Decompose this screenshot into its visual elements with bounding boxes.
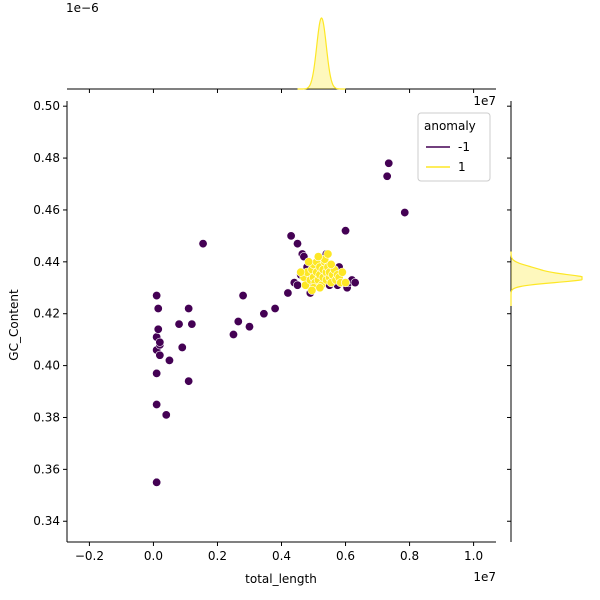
x-tick-label: 0.6 [336, 549, 355, 563]
scatter-point-anomaly [152, 400, 162, 410]
y-tick-label: 0.50 [33, 99, 60, 113]
right-marginal-plot [507, 101, 583, 542]
scatter-point-normal [304, 257, 314, 267]
scatter-point-anomaly [244, 322, 254, 332]
legend: anomaly -1 1 [417, 112, 491, 182]
scatter-point-anomaly [161, 410, 171, 420]
scatter-point-anomaly [155, 337, 165, 347]
scatter-point-anomaly [153, 304, 163, 314]
y-tick-label: 0.42 [33, 307, 60, 321]
scatter-point-normal [296, 267, 306, 277]
top-marginal-density-line [297, 17, 346, 90]
y-tick-label: 0.48 [33, 151, 60, 165]
scatter-point-anomaly [384, 158, 394, 168]
y-tick-label: 0.36 [33, 462, 60, 476]
scatter-point-normal [341, 278, 351, 288]
x-scale-label: 1e7 [473, 570, 496, 584]
scatter-point-anomaly [187, 319, 197, 329]
x-tick-label: 1.0 [464, 549, 483, 563]
top-marginal-density-fill [297, 18, 346, 89]
scatter-points [152, 158, 410, 487]
scatter-point-normal [323, 249, 333, 259]
legend-box [417, 112, 491, 182]
scatter-point-anomaly [198, 239, 208, 249]
scatter-point-anomaly [259, 309, 269, 319]
scatter-point-anomaly [152, 477, 162, 487]
scatter-point-anomaly [164, 355, 174, 365]
scatter-point-anomaly [228, 329, 238, 339]
right-marginal-density-line [510, 251, 583, 306]
main-axes: −0.2 0.0 0.2 0.4 0.6 0.8 1.0 0.34 0.36 0.38 0.40 0.… [33, 99, 496, 563]
y-tick-label: 0.46 [33, 203, 60, 217]
scatter-point-anomaly [184, 304, 194, 314]
scatter-point-anomaly [152, 291, 162, 301]
scatter-point-anomaly [238, 291, 248, 301]
scatter-point-anomaly [341, 226, 351, 236]
scatter-point-anomaly [233, 316, 243, 326]
scatter-point-normal [326, 259, 336, 269]
scatter-point-normal [307, 285, 317, 295]
scatter-point-anomaly [153, 324, 163, 334]
scatter-point-anomaly [270, 304, 280, 314]
right-marginal-density-fill [511, 251, 582, 306]
legend-title: anomaly [424, 119, 476, 133]
scatter-point-anomaly [155, 350, 165, 360]
scatter-point-anomaly [174, 319, 184, 329]
x-tick-label: −0.2 [75, 549, 104, 563]
scatter-point-anomaly [286, 231, 296, 241]
right-marginal-scale-label: 1e7 [473, 94, 496, 108]
y-axis-label: GC_Content [7, 289, 21, 361]
scatter-point-anomaly [293, 280, 303, 290]
top-marginal-plot [67, 17, 496, 93]
x-tick-label: 0.0 [144, 549, 163, 563]
x-tick-label: 0.4 [272, 549, 291, 563]
x-tick-label: 0.8 [400, 549, 419, 563]
scatter-point-anomaly [382, 171, 392, 181]
scatter-point-anomaly [184, 376, 194, 386]
top-marginal-scale-label: 1e−6 [66, 1, 99, 15]
scatter-point-normal [337, 267, 347, 277]
scatter-point-anomaly [152, 368, 162, 378]
scatter-point-normal [315, 283, 325, 293]
y-tick-label: 0.38 [33, 410, 60, 424]
legend-entry-label: -1 [458, 140, 470, 154]
x-tick-label: 0.2 [208, 549, 227, 563]
scatter-point-anomaly [177, 342, 187, 352]
y-tick-label: 0.34 [33, 514, 60, 528]
scatter-point-anomaly [350, 278, 360, 288]
scatter-point-anomaly [293, 239, 303, 249]
scatter-point-anomaly [400, 208, 410, 218]
scatter-point-anomaly [283, 288, 293, 298]
scatter-point-normal [313, 252, 323, 262]
legend-entry-label: 1 [458, 160, 466, 174]
y-tick-label: 0.44 [33, 255, 60, 269]
x-axis-label: total_length [245, 572, 317, 586]
y-tick-label: 0.40 [33, 359, 60, 373]
